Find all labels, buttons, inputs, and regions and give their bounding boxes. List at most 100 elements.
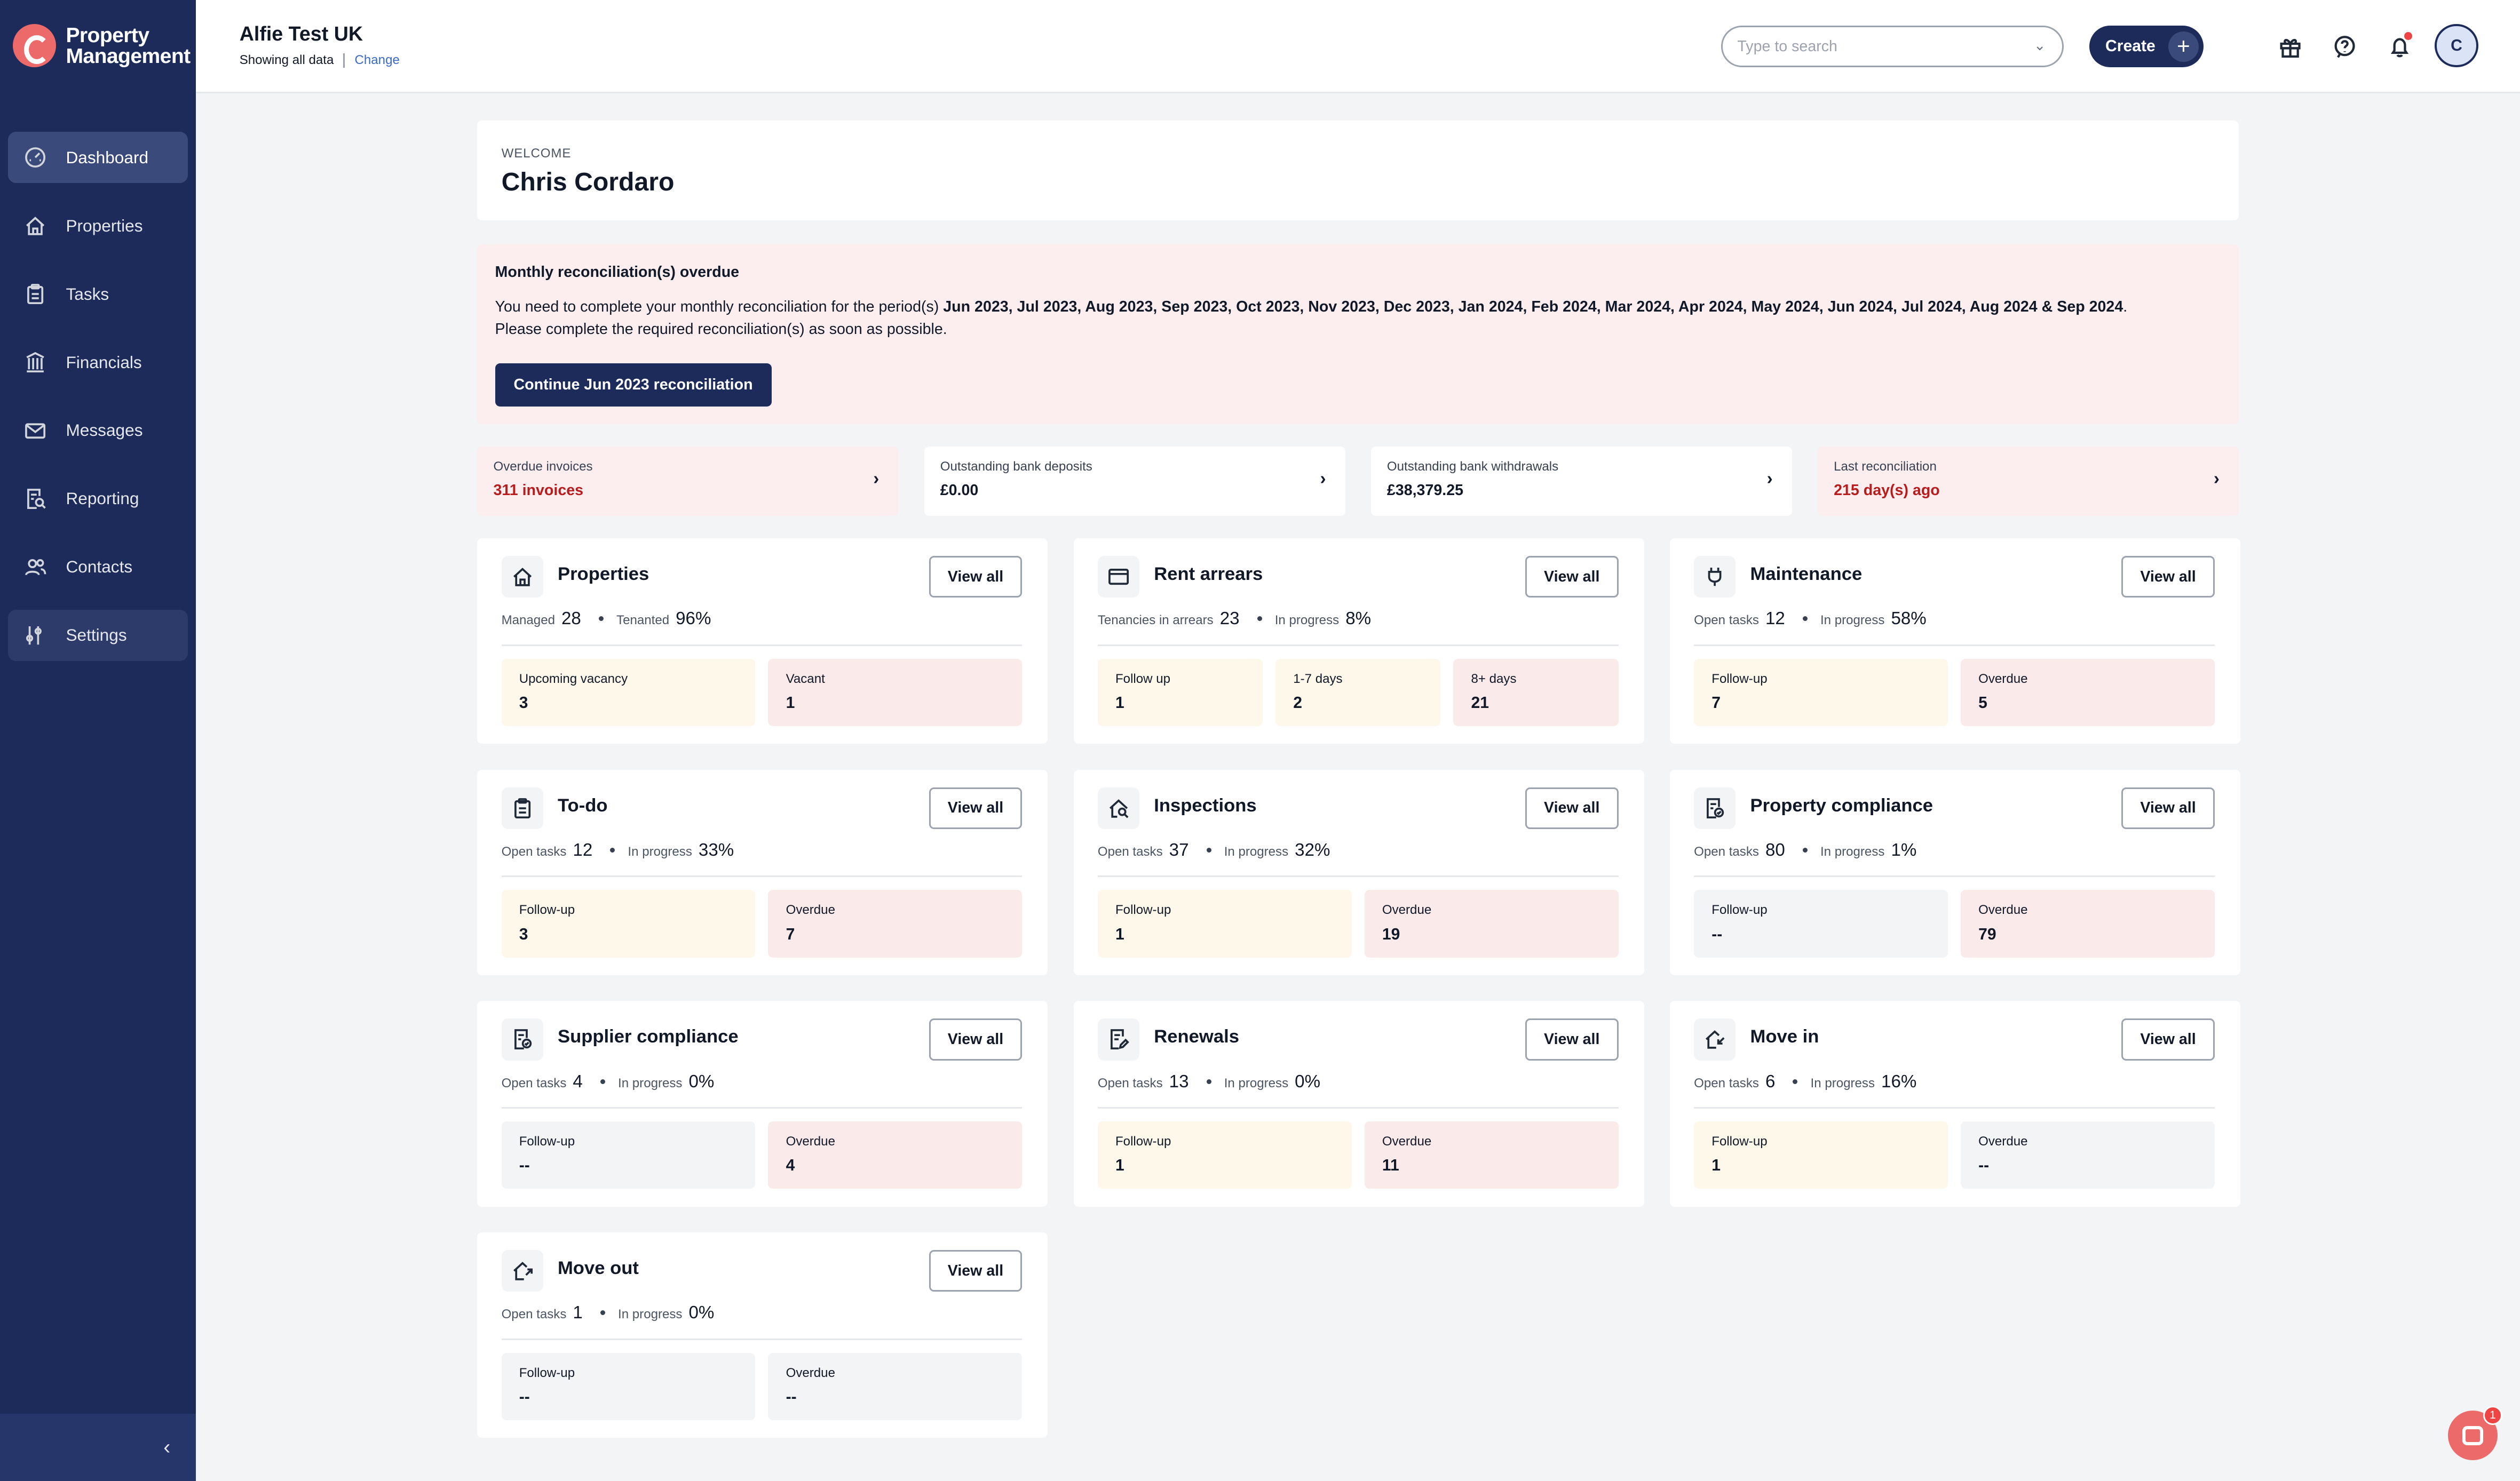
sidebar-collapse-button[interactable]: ‹ bbox=[0, 1414, 196, 1481]
stat-label: Open tasks bbox=[501, 1076, 567, 1090]
avatar[interactable]: C bbox=[2435, 24, 2478, 68]
sidebar-item-financials[interactable]: Financials bbox=[8, 337, 188, 388]
tile-label: Follow-up bbox=[1711, 1134, 1768, 1149]
widget-tiles: Follow-up 1 Overdue 11 bbox=[1097, 1121, 1619, 1189]
tile-label: Overdue bbox=[786, 1365, 835, 1380]
view-all-button[interactable]: View all bbox=[2121, 787, 2215, 829]
tile-follow-up[interactable]: Follow-up -- bbox=[501, 1352, 756, 1421]
tile-value: -- bbox=[786, 1388, 797, 1406]
tile-follow-up[interactable]: Follow-up 7 bbox=[1694, 658, 1948, 727]
alert-message: You need to complete your monthly reconc… bbox=[495, 296, 2228, 340]
tile-follow-up[interactable]: Follow-up 1 bbox=[1097, 1121, 1352, 1189]
widget-title: Move out bbox=[557, 1257, 639, 1278]
view-all-button[interactable]: View all bbox=[929, 1249, 1023, 1292]
summary-label: Overdue invoices bbox=[493, 459, 593, 474]
widget-tiles: Follow-up 7 Overdue 5 bbox=[1694, 658, 2215, 727]
tile-vacant[interactable]: Vacant 1 bbox=[768, 658, 1023, 727]
stat-value: 28 bbox=[561, 609, 581, 629]
view-all-button[interactable]: View all bbox=[929, 1018, 1023, 1061]
tile-follow-up[interactable]: Follow-up 3 bbox=[501, 890, 756, 958]
tile-1-7-days[interactable]: 1-7 days 2 bbox=[1275, 658, 1441, 727]
last-reconciliation-card[interactable]: Last reconciliation 215 day(s) ago › bbox=[1818, 447, 2239, 516]
tile-follow-up[interactable]: Follow up 1 bbox=[1097, 658, 1263, 727]
stat-label: In progress bbox=[1224, 845, 1289, 859]
tile-overdue[interactable]: Overdue 4 bbox=[768, 1121, 1023, 1189]
sidebar-item-messages[interactable]: Messages bbox=[8, 405, 188, 456]
outstanding-withdrawals-card[interactable]: Outstanding bank withdrawals £38,379.25 … bbox=[1370, 447, 1792, 516]
view-all-button[interactable]: View all bbox=[1525, 787, 1619, 829]
tile-follow-up[interactable]: Follow-up 1 bbox=[1694, 1121, 1948, 1189]
welcome-label: WELCOME bbox=[501, 146, 572, 161]
summary-label: Outstanding bank withdrawals bbox=[1386, 459, 1559, 474]
tile-overdue[interactable]: Overdue 7 bbox=[768, 890, 1023, 958]
widget-title: Property compliance bbox=[1750, 795, 1933, 816]
sidebar-item-tasks[interactable]: Tasks bbox=[8, 268, 188, 320]
view-all-button[interactable]: View all bbox=[1525, 1018, 1619, 1061]
tile-follow-up[interactable]: Follow-up -- bbox=[501, 1121, 756, 1189]
bell-icon[interactable] bbox=[2383, 30, 2415, 62]
tile-label: Follow-up bbox=[1711, 671, 1768, 686]
reconciliation-alert: Monthly reconciliation(s) overdue You ne… bbox=[477, 244, 2239, 425]
tile-label: Overdue bbox=[786, 1134, 835, 1149]
tile-follow-up[interactable]: Follow-up -- bbox=[1694, 890, 1948, 958]
clipboard-icon bbox=[501, 787, 543, 829]
view-all-button[interactable]: View all bbox=[929, 555, 1023, 598]
sidebar-item-contacts[interactable]: Contacts bbox=[8, 542, 188, 593]
alert-msg-line2: Please complete the required reconciliat… bbox=[495, 321, 947, 338]
widget-title: Maintenance bbox=[1750, 564, 1863, 585]
sidebar-item-settings[interactable]: Settings bbox=[8, 609, 188, 662]
create-button[interactable]: Create + bbox=[2089, 26, 2204, 68]
tile-upcoming-vacancy[interactable]: Upcoming vacancy 3 bbox=[501, 658, 756, 727]
tile-overdue[interactable]: Overdue -- bbox=[768, 1352, 1023, 1421]
tile-overdue[interactable]: Overdue 11 bbox=[1364, 1121, 1619, 1189]
overdue-invoices-card[interactable]: Overdue invoices 311 invoices › bbox=[477, 447, 899, 516]
help-icon[interactable] bbox=[2329, 30, 2361, 62]
sidebar-item-reporting[interactable]: Reporting bbox=[8, 473, 188, 524]
tile-8-plus-days[interactable]: 8+ days 21 bbox=[1453, 658, 1619, 727]
widget-tiles: Follow-up -- Overdue -- bbox=[501, 1352, 1023, 1421]
stat-value: 80 bbox=[1765, 840, 1785, 860]
sidebar-item-dashboard[interactable]: Dashboard bbox=[8, 131, 188, 184]
view-all-button[interactable]: View all bbox=[2121, 555, 2215, 598]
stat-value: 12 bbox=[573, 840, 593, 860]
stat-value: 13 bbox=[1169, 1071, 1189, 1092]
stat-value: 16% bbox=[1881, 1071, 1917, 1092]
sidebar-item-properties[interactable]: Properties bbox=[8, 200, 188, 251]
gift-icon[interactable] bbox=[2274, 30, 2306, 62]
widget-tiles: Follow-up 1 Overdue 19 bbox=[1097, 890, 1619, 958]
clipboard-icon bbox=[27, 284, 44, 305]
outstanding-deposits-card[interactable]: Outstanding bank deposits £0.00 › bbox=[924, 447, 1345, 516]
plus-icon: + bbox=[2168, 31, 2199, 62]
divider bbox=[1097, 875, 1619, 878]
brand-logo[interactable]: Property Management bbox=[13, 24, 191, 68]
view-all-button[interactable]: View all bbox=[1525, 555, 1619, 598]
summary-value: £38,379.25 bbox=[1386, 482, 1464, 499]
tile-value: -- bbox=[1978, 1157, 1990, 1175]
tile-follow-up[interactable]: Follow-up 1 bbox=[1097, 890, 1352, 958]
tile-overdue[interactable]: Overdue 79 bbox=[1961, 890, 2215, 958]
chat-bubble-icon bbox=[2462, 1426, 2483, 1445]
tile-overdue[interactable]: Overdue -- bbox=[1961, 1121, 2215, 1189]
sidebar-item-label: Messages bbox=[66, 420, 143, 440]
tile-label: Upcoming vacancy bbox=[519, 671, 628, 686]
tile-value: 21 bbox=[1471, 694, 1489, 712]
stat-label: Open tasks bbox=[501, 845, 567, 859]
search-input[interactable]: Type to search ⌄ bbox=[1721, 26, 2064, 68]
document-edit-icon bbox=[1097, 1018, 1140, 1061]
chat-launcher-button[interactable]: 1 bbox=[2447, 1406, 2502, 1461]
tile-overdue[interactable]: Overdue 5 bbox=[1961, 658, 2215, 727]
view-all-button[interactable]: View all bbox=[2121, 1018, 2215, 1061]
continue-reconciliation-button[interactable]: Continue Jun 2023 reconciliation bbox=[495, 363, 772, 407]
chat-badge: 1 bbox=[2483, 1406, 2502, 1426]
move-in-widget: Move in View all Open tasks 6 In progress… bbox=[1669, 1001, 2241, 1207]
chevron-right-icon: › bbox=[2213, 469, 2220, 489]
tile-value: 1 bbox=[1115, 694, 1124, 712]
house-arrow-out-icon bbox=[501, 1249, 543, 1292]
stat-value: 58% bbox=[1891, 609, 1927, 629]
property-compliance-widget: Property compliance View all Open tasks 8… bbox=[1669, 769, 2241, 975]
widget-stats: Open tasks 4 In progress 0% bbox=[502, 1072, 719, 1092]
tile-overdue[interactable]: Overdue 19 bbox=[1364, 890, 1619, 958]
change-scope-link[interactable]: Change bbox=[354, 53, 400, 68]
view-all-button[interactable]: View all bbox=[929, 787, 1023, 829]
divider bbox=[1694, 644, 2215, 646]
